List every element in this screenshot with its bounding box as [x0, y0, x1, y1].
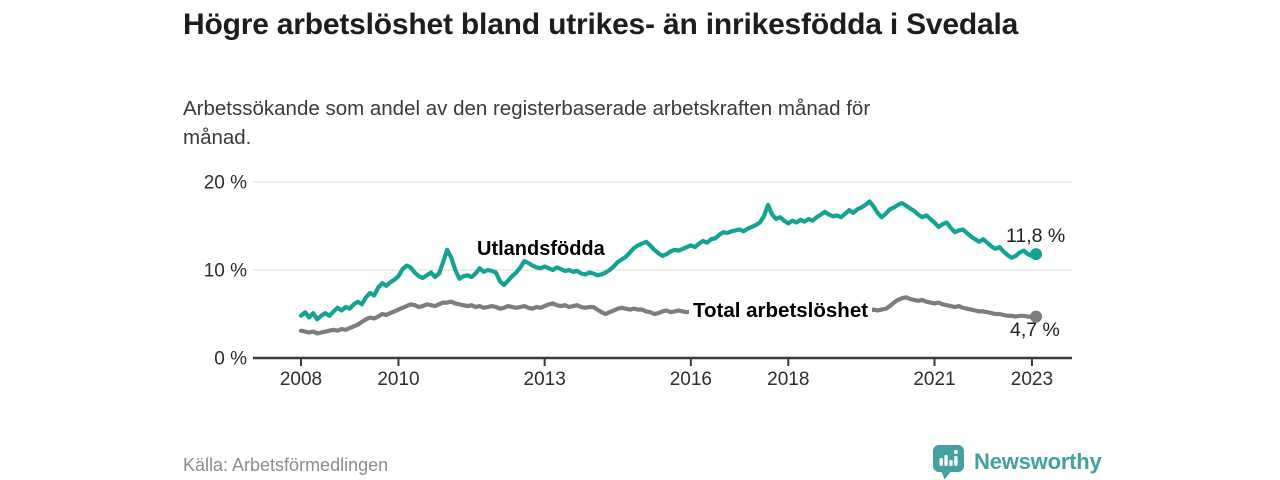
newsworthy-logo: Newsworthy — [932, 444, 1102, 480]
line-chart: 20 % 10 % 0 % 2008 2010 2013 2016 2018 2021 2023 … — [180, 170, 1080, 400]
newsworthy-speech-bubble-bar-chart-icon — [933, 445, 964, 480]
newsworthy-logo-text: Newsworthy — [974, 449, 1102, 474]
series-label-total-arbetsloshet: Total arbetslöshet — [689, 298, 873, 324]
page-subtitle: Arbetssökande som andel av den registerb… — [183, 97, 871, 149]
chart-svg: 20 % 10 % 0 % 2008 2010 2013 2016 2018 2021 2023 — [204, 173, 1072, 390]
svg-text:2013: 2013 — [524, 369, 566, 390]
svg-text:2008: 2008 — [280, 369, 322, 390]
end-value-utlandsfodda: 11,8 % — [1006, 225, 1066, 247]
svg-text:2018: 2018 — [767, 369, 809, 390]
svg-text:2021: 2021 — [913, 369, 955, 390]
svg-text:0 %: 0 % — [214, 349, 247, 370]
svg-text:20 %: 20 % — [204, 173, 247, 194]
svg-text:2016: 2016 — [670, 369, 712, 390]
svg-text:2023: 2023 — [1011, 369, 1053, 390]
page-title: Högre arbetslöshet bland utrikes- än inr… — [183, 8, 1019, 41]
source-note: Källa: Arbetsförmedlingen — [183, 455, 389, 475]
end-value-total: 4,7 % — [1010, 319, 1060, 341]
svg-text:10 %: 10 % — [204, 261, 247, 282]
series-label-utlandsfodda: Utlandsfödda — [477, 238, 605, 260]
svg-text:2010: 2010 — [377, 369, 419, 390]
